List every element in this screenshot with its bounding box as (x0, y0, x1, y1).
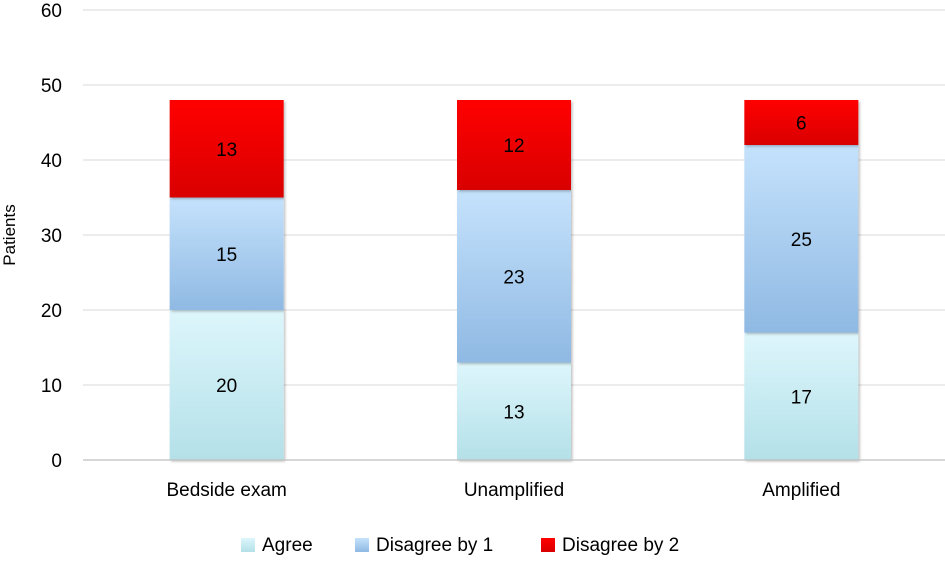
bar-segment-agree (744, 332, 859, 460)
data-labels: 20 15 13 13 23 12 17 25 6 (216, 114, 812, 424)
legend: Agree Disagree by 1 Disagree by 2 (241, 535, 679, 556)
y-tick-label: 40 (41, 151, 62, 172)
data-label: 13 (216, 140, 237, 161)
bar-segment-disagree-by-1 (457, 190, 571, 363)
bar-segment-agree (457, 362, 571, 460)
data-label: 12 (503, 136, 524, 157)
data-label: 17 (791, 387, 812, 408)
legend-swatch-disagree-by-1 (355, 538, 369, 552)
bar-segment-disagree-by-1 (744, 145, 859, 333)
y-axis-label: Patients (0, 204, 19, 265)
y-tick-label: 10 (41, 376, 62, 397)
bar-segment-disagree-by-2 (744, 100, 859, 145)
legend-swatch-agree (241, 538, 255, 552)
y-tick-label: 0 (51, 451, 62, 472)
bar-segment-disagree-by-2 (457, 100, 571, 190)
data-label: 25 (791, 230, 812, 251)
bar-segment-agree (169, 310, 284, 460)
data-label: 20 (216, 376, 237, 397)
data-label: 15 (216, 245, 237, 266)
bars (169, 100, 859, 460)
legend-label: Disagree by 1 (376, 535, 493, 556)
data-label: 6 (796, 114, 807, 135)
y-tick-label: 20 (41, 301, 62, 322)
axes: 0 10 20 30 40 50 60 Patients Bedside exam Unampli… (0, 1, 945, 501)
data-label: 23 (503, 267, 524, 288)
bar-segment-disagree-by-1 (169, 197, 284, 310)
data-label: 13 (503, 402, 524, 423)
legend-label: Disagree by 2 (562, 535, 679, 556)
legend-label: Agree (262, 535, 313, 556)
x-category-label: Unamplified (464, 480, 564, 501)
y-tick-label: 60 (41, 1, 62, 22)
x-category-label: Amplified (762, 480, 840, 501)
y-tick-label: 30 (41, 226, 62, 247)
legend-swatch-disagree-by-2 (541, 538, 555, 552)
bar-segment-disagree-by-2 (169, 100, 284, 198)
y-tick-label: 50 (41, 76, 62, 97)
x-category-label: Bedside exam (166, 480, 286, 501)
